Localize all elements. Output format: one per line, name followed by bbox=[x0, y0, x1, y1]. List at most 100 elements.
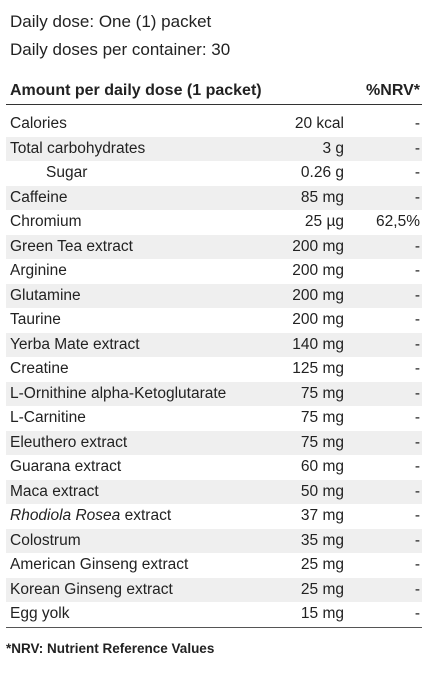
amount: 3 g bbox=[322, 139, 344, 157]
amount: 60 mg bbox=[300, 458, 344, 475]
amount: 15 mg bbox=[300, 605, 344, 622]
table-row: L-Carnitine 75 mg - bbox=[6, 406, 422, 431]
nutrient-name: Sugar bbox=[46, 164, 87, 182]
nutrient-name: Colostrum bbox=[10, 532, 81, 550]
nutrient-name-text: Sugar bbox=[46, 164, 88, 181]
nrv: - bbox=[414, 311, 420, 328]
nutrient-name-text: Korean Ginseng extract bbox=[10, 580, 173, 598]
amount: 200 mg bbox=[292, 286, 344, 304]
table-row: Guarana extract 60 mg - bbox=[6, 455, 422, 480]
nutrient-name-text: Taurine bbox=[10, 311, 61, 328]
nutrient-name-text: Eleuthero extract bbox=[10, 433, 128, 451]
nutrient-name: L-Ornithine alpha-Ketoglutarate bbox=[10, 385, 226, 403]
nutrient-name: Yerba Mate extract bbox=[10, 336, 140, 354]
nrv: - bbox=[414, 433, 420, 451]
amount: 25 mg bbox=[300, 580, 344, 598]
nrv: - bbox=[414, 360, 420, 377]
amount: 75 mg bbox=[300, 384, 344, 402]
nrv: - bbox=[414, 409, 420, 426]
nrv: - bbox=[414, 286, 420, 304]
nutrient-name-text: Calories bbox=[10, 115, 67, 132]
nrv: - bbox=[414, 384, 420, 402]
nutrient-name-text: Green Tea extract bbox=[10, 237, 133, 255]
nutrient-name: Taurine bbox=[10, 311, 61, 329]
nutrient-name: Egg yolk bbox=[10, 605, 69, 623]
amount: 125 mg bbox=[292, 360, 344, 377]
nutrient-name: Green Tea extract bbox=[10, 238, 133, 256]
table-row: Yerba Mate extract 140 mg - bbox=[6, 332, 422, 357]
table-row: American Ginseng extract 25 mg - bbox=[6, 553, 422, 578]
nutrient-name-text: Total carbohydrates bbox=[10, 139, 146, 157]
doses-per-container: Daily doses per container: 30 bbox=[10, 40, 231, 59]
nutrient-name: Glutamine bbox=[10, 287, 81, 305]
amount: 25 mg bbox=[300, 556, 344, 573]
footnote: *NRV: Nutrient Reference Values bbox=[6, 641, 215, 656]
nutrient-name-text: Egg yolk bbox=[10, 605, 70, 622]
nutrient-name-text: Colostrum bbox=[10, 531, 81, 549]
amount: 25 µg bbox=[304, 213, 344, 230]
amount: 37 mg bbox=[300, 507, 344, 524]
table-header: Amount per daily dose (1 packet) %NRV* bbox=[6, 80, 422, 105]
nutrient-name: Total carbohydrates bbox=[10, 140, 145, 158]
nutrient-name-text: American Ginseng extract bbox=[10, 556, 189, 573]
nutrient-name: Korean Ginseng extract bbox=[10, 581, 173, 599]
nutrient-name-text: Creatine bbox=[10, 360, 69, 377]
amount: 75 mg bbox=[300, 409, 344, 426]
amount: 35 mg bbox=[300, 531, 344, 549]
table-row: Sugar 0.26 g - bbox=[6, 161, 422, 186]
column-header: Amount per daily dose (1 packet) bbox=[10, 82, 262, 99]
table-row: Korean Ginseng extract 25 mg - bbox=[6, 577, 422, 602]
nutrient-name-text: Yerba Mate extract bbox=[10, 335, 140, 353]
nutrient-name: Chromium bbox=[10, 213, 81, 231]
table-row: Glutamine 200 mg - bbox=[6, 283, 422, 308]
nrv: - bbox=[414, 482, 420, 500]
nutrient-name-text: L-Ornithine alpha-Ketoglutarate bbox=[10, 384, 227, 402]
nutrient-name-text: L-Carnitine bbox=[10, 409, 86, 426]
nutrient-name: Creatine bbox=[10, 360, 69, 378]
nrv: - bbox=[414, 164, 420, 181]
nutrient-name: American Ginseng extract bbox=[10, 556, 188, 574]
table-row: Total carbohydrates 3 g - bbox=[6, 136, 422, 161]
amount: 200 mg bbox=[292, 237, 344, 255]
amount: 140 mg bbox=[292, 335, 344, 353]
nrv: - bbox=[414, 237, 420, 255]
nutrient-name-text: Chromium bbox=[10, 213, 82, 230]
nrv: - bbox=[414, 458, 420, 475]
amount: 85 mg bbox=[300, 188, 344, 206]
nutrient-name-text: Guarana extract bbox=[10, 458, 122, 475]
nutrient-name: Arginine bbox=[10, 262, 67, 280]
table-row: L-Ornithine alpha-Ketoglutarate 75 mg - bbox=[6, 381, 422, 406]
nrv: - bbox=[414, 262, 420, 279]
nutrient-name-text: Caffeine bbox=[10, 188, 68, 206]
amount: 0.26 g bbox=[300, 164, 344, 181]
amount: 200 mg bbox=[292, 262, 344, 279]
amount: 75 mg bbox=[300, 433, 344, 451]
nutrient-name: Caffeine bbox=[10, 189, 67, 207]
table-row: Green Tea extract 200 mg - bbox=[6, 234, 422, 259]
table-row: Calories 20 kcal - bbox=[6, 112, 422, 137]
nutrient-name: Calories bbox=[10, 115, 67, 133]
nutrient-name-text: extract bbox=[124, 507, 172, 524]
table-row: Creatine 125 mg - bbox=[6, 357, 422, 382]
column-header: %NRV* bbox=[366, 82, 420, 99]
nutrient-name: Eleuthero extract bbox=[10, 434, 127, 452]
table-row: Egg yolk 15 mg - bbox=[6, 602, 422, 627]
nutrient-name: Maca extract bbox=[10, 483, 99, 501]
nutrient-name: Guarana extract bbox=[10, 458, 121, 476]
table-row: Arginine 200 mg - bbox=[6, 259, 422, 284]
nutrient-name-text: Arginine bbox=[10, 262, 67, 279]
amount: 50 mg bbox=[300, 482, 344, 500]
nrv: - bbox=[414, 580, 420, 598]
nutrient-name: Rhodiola Rosea extract bbox=[10, 507, 171, 525]
amount: 20 kcal bbox=[294, 115, 344, 132]
nutrient-name: L-Carnitine bbox=[10, 409, 86, 427]
dose-line: Daily dose: One (1) packet bbox=[10, 12, 212, 31]
table-row: Caffeine 85 mg - bbox=[6, 185, 422, 210]
nutrient-name-italic: Rhodiola Rosea bbox=[10, 507, 121, 524]
table-body: Calories 20 kcal - Total carbohydrates 3 g-S… bbox=[6, 112, 422, 628]
nrv: 62,5% bbox=[376, 213, 420, 230]
nrv: - bbox=[414, 139, 420, 157]
nrv: - bbox=[414, 605, 420, 622]
nrv: - bbox=[414, 507, 420, 524]
